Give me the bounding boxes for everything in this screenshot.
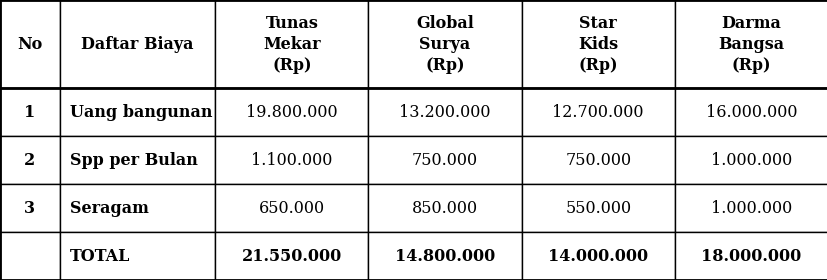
Bar [521,184,674,232]
Text: 850.000: 850.000 [412,200,477,216]
Text: Darma
Bangsa
(Rp): Darma Bangsa (Rp) [718,15,783,74]
Bar [674,0,827,88]
Bar [368,88,521,136]
Text: 1.100.000: 1.100.000 [251,152,332,169]
Text: 1: 1 [24,104,36,121]
Text: No: No [17,36,42,53]
Bar [368,0,521,88]
Bar [60,184,215,232]
Bar [0,136,60,184]
Bar [368,184,521,232]
Bar [674,88,827,136]
Text: 1.000.000: 1.000.000 [710,152,791,169]
Text: 19.800.000: 19.800.000 [246,104,337,121]
Text: 18.000.000: 18.000.000 [700,248,801,265]
Text: 650.000: 650.000 [259,200,324,216]
Bar [521,136,674,184]
Text: 1.000.000: 1.000.000 [710,200,791,216]
Bar [674,232,827,280]
Text: 14.000.000: 14.000.000 [547,248,648,265]
Bar [60,232,215,280]
Bar [521,88,674,136]
Text: 13.200.000: 13.200.000 [399,104,490,121]
Bar [368,136,521,184]
Bar [521,0,674,88]
Bar [0,232,60,280]
Text: 3: 3 [24,200,36,216]
Bar [0,88,60,136]
Bar [60,136,215,184]
Bar [674,184,827,232]
Text: 2: 2 [24,152,36,169]
Text: 16.000.000: 16.000.000 [705,104,796,121]
Text: Tunas
Mekar
(Rp): Tunas Mekar (Rp) [263,15,320,74]
Bar [368,232,521,280]
Bar [521,232,674,280]
Bar [215,136,368,184]
Text: Global
Surya
(Rp): Global Surya (Rp) [416,15,473,74]
Bar [215,232,368,280]
Text: Daftar Biaya: Daftar Biaya [81,36,194,53]
Bar [60,0,215,88]
Bar [215,184,368,232]
Text: Star
Kids
(Rp): Star Kids (Rp) [577,15,618,74]
Text: 21.550.000: 21.550.000 [241,248,342,265]
Text: 750.000: 750.000 [565,152,630,169]
Bar [215,88,368,136]
Text: 14.800.000: 14.800.000 [394,248,495,265]
Text: 12.700.000: 12.700.000 [552,104,643,121]
Text: Spp per Bulan: Spp per Bulan [69,152,197,169]
Text: 750.000: 750.000 [412,152,477,169]
Bar [674,136,827,184]
Text: TOTAL: TOTAL [69,248,130,265]
Bar [60,88,215,136]
Text: Uang bangunan: Uang bangunan [69,104,212,121]
Bar [215,0,368,88]
Text: 550.000: 550.000 [565,200,630,216]
Bar [0,0,60,88]
Bar [0,184,60,232]
Text: Seragam: Seragam [69,200,148,216]
